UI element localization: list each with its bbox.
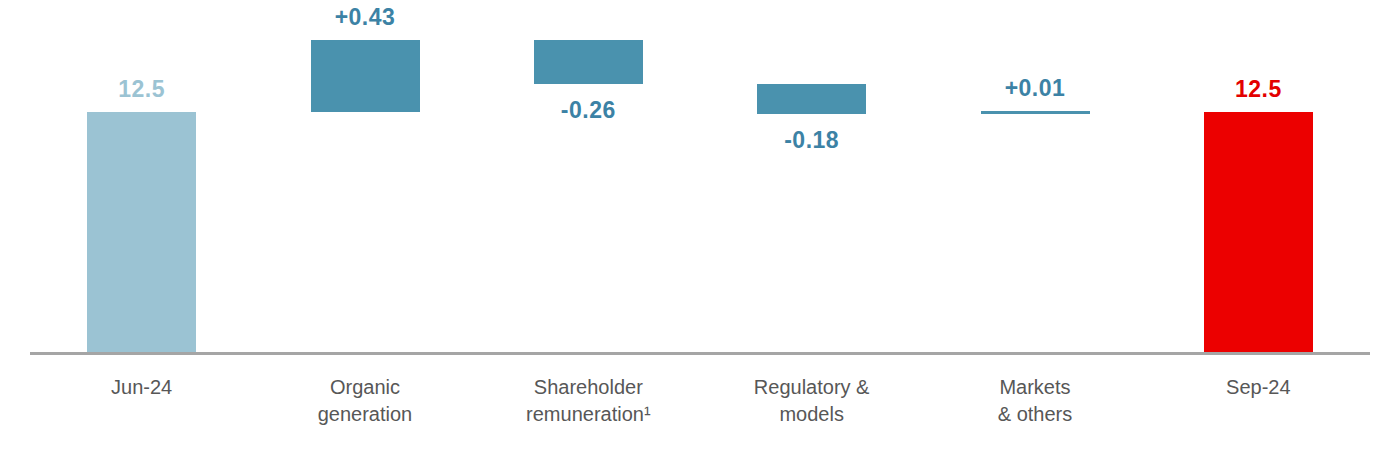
x-axis-line [30, 352, 1370, 355]
bar-organic-generation [311, 40, 420, 112]
bar-sep-24 [1204, 112, 1313, 352]
waterfall-chart: 12.5 Jun-24 +0.43 Organicgeneration -0.26 Sha… [0, 0, 1400, 452]
bar-markets-others [981, 111, 1090, 114]
bar-regulatory-models [757, 84, 866, 114]
category-label-jun-24: Jun-24 [30, 374, 253, 401]
value-label-jun-24: 12.5 [30, 76, 253, 102]
category-line: remuneration¹ [477, 401, 700, 428]
category-label-organic-generation: Organicgeneration [253, 374, 476, 428]
category-label-shareholder-remuneration: Shareholderremuneration¹ [477, 374, 700, 428]
value-label-organic-generation: +0.43 [253, 4, 476, 30]
category-label-sep-24: Sep-24 [1147, 374, 1370, 401]
category-line: Organic [253, 374, 476, 401]
category-line: Markets [923, 374, 1146, 401]
category-line: & others [923, 401, 1146, 428]
category-line: models [700, 401, 923, 428]
value-label-regulatory-models: -0.18 [700, 127, 923, 153]
value-label-shareholder-remuneration: -0.26 [477, 97, 700, 123]
value-label-markets-others: +0.01 [923, 75, 1146, 101]
category-label-markets-others: Markets& others [923, 374, 1146, 428]
category-label-regulatory-models: Regulatory &models [700, 374, 923, 428]
category-line: Shareholder [477, 374, 700, 401]
category-line: generation [253, 401, 476, 428]
value-label-sep-24: 12.5 [1147, 76, 1370, 102]
category-line: Jun-24 [30, 374, 253, 401]
category-line: Regulatory & [700, 374, 923, 401]
bar-jun-24 [87, 112, 196, 352]
category-line: Sep-24 [1147, 374, 1370, 401]
bar-shareholder-remuneration [534, 40, 643, 83]
